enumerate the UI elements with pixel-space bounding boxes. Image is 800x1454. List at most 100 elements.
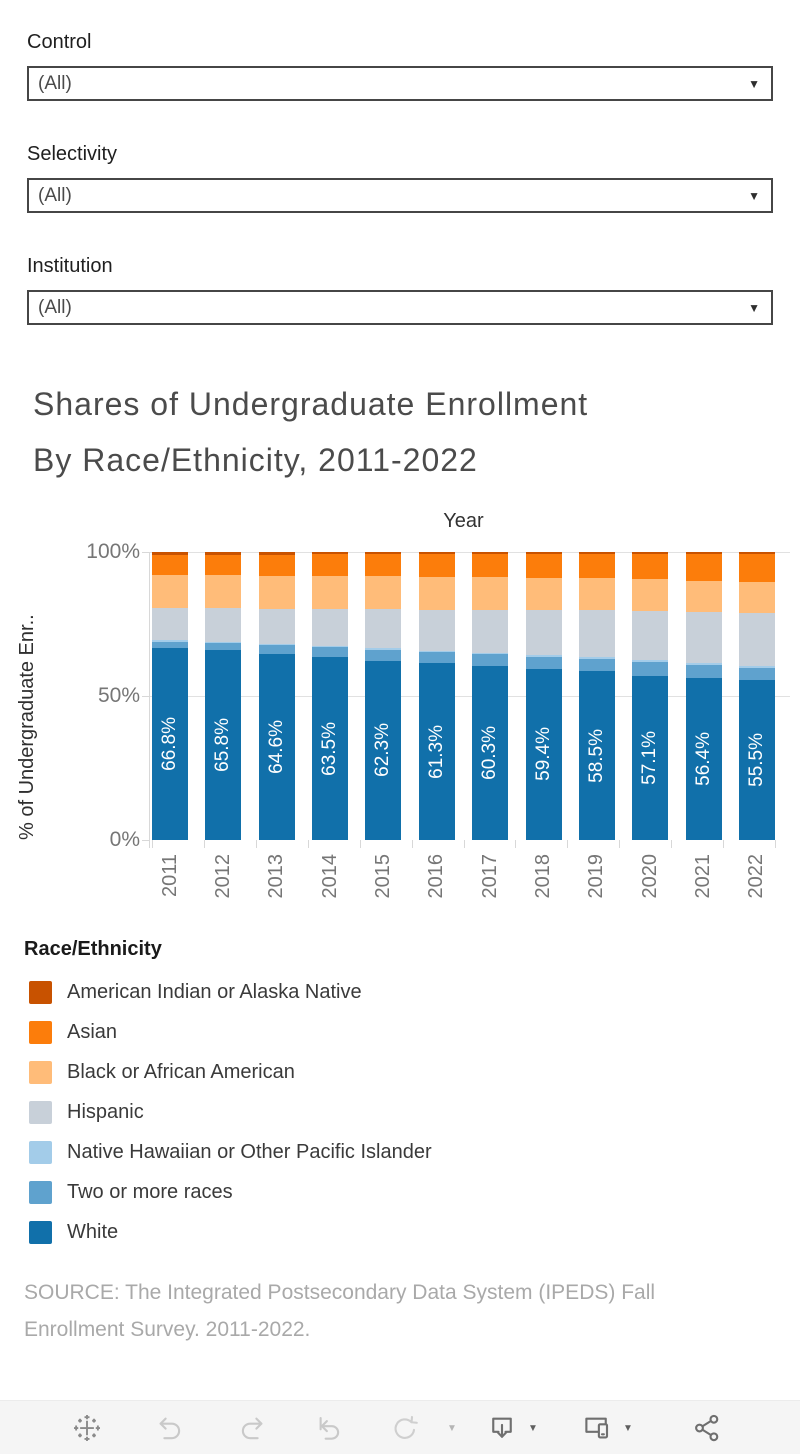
segment[interactable]: [258, 575, 295, 609]
segment[interactable]: [632, 661, 669, 676]
segment[interactable]: [472, 609, 509, 653]
segment[interactable]: [312, 575, 349, 609]
segment[interactable]: [365, 552, 402, 555]
segment[interactable]: [578, 578, 615, 611]
legend-item[interactable]: Hispanic: [24, 1101, 764, 1124]
segment[interactable]: [205, 552, 242, 555]
segment[interactable]: 59.4%: [525, 668, 562, 840]
bar-2016[interactable]: 61.3%: [418, 552, 455, 840]
segment[interactable]: 65.8%: [205, 650, 242, 840]
bar-2013[interactable]: 64.6%: [258, 552, 295, 840]
segment[interactable]: [738, 552, 775, 555]
segment[interactable]: [738, 581, 775, 613]
segment[interactable]: [685, 611, 722, 664]
segment[interactable]: 57.1%: [632, 675, 669, 840]
segment[interactable]: [525, 609, 562, 656]
segment[interactable]: [525, 655, 562, 657]
segment[interactable]: [312, 647, 349, 658]
control-filter-dropdown[interactable]: (All) ▼: [27, 66, 773, 101]
segment[interactable]: [418, 554, 455, 578]
segment[interactable]: [418, 650, 455, 653]
download-caret-icon[interactable]: ▼: [528, 1423, 538, 1434]
segment[interactable]: [312, 645, 349, 648]
segment[interactable]: [632, 554, 669, 580]
segment[interactable]: [738, 612, 775, 667]
segment[interactable]: [525, 554, 562, 578]
segment[interactable]: 56.4%: [685, 677, 722, 840]
segment[interactable]: [578, 554, 615, 579]
segment[interactable]: [258, 552, 295, 555]
bar-2011[interactable]: 66.8%: [152, 552, 188, 840]
replay-icon[interactable]: [315, 1413, 345, 1443]
segment[interactable]: [205, 608, 242, 642]
redo-icon[interactable]: [237, 1413, 267, 1443]
segment[interactable]: [258, 645, 295, 654]
segment[interactable]: [365, 609, 402, 649]
device-layouts-caret-icon[interactable]: ▼: [623, 1423, 633, 1434]
segment[interactable]: [365, 648, 402, 650]
download-icon[interactable]: [487, 1413, 517, 1443]
bar-2019[interactable]: 58.5%: [578, 552, 615, 840]
segment[interactable]: [685, 554, 722, 581]
segment[interactable]: [738, 666, 775, 668]
legend-item[interactable]: Two or more races: [24, 1181, 764, 1204]
segment[interactable]: 66.8%: [152, 647, 188, 840]
refresh-caret-icon[interactable]: ▼: [447, 1423, 457, 1434]
segment[interactable]: [418, 609, 455, 651]
segment[interactable]: 63.5%: [312, 657, 349, 840]
segment[interactable]: [365, 649, 402, 661]
bar-2021[interactable]: 56.4%: [685, 552, 722, 840]
segment[interactable]: [578, 657, 615, 659]
segment[interactable]: [418, 577, 455, 610]
segment[interactable]: [632, 552, 669, 555]
segment[interactable]: [738, 554, 775, 582]
segment[interactable]: [685, 663, 722, 665]
segment[interactable]: 55.5%: [738, 680, 775, 840]
segment[interactable]: [472, 652, 509, 655]
segment[interactable]: 58.5%: [578, 671, 615, 840]
bar-2017[interactable]: 60.3%: [472, 552, 509, 840]
institution-filter-dropdown[interactable]: (All) ▼: [27, 290, 773, 325]
segment[interactable]: [685, 580, 722, 612]
segment[interactable]: [205, 643, 242, 651]
segment[interactable]: [578, 658, 615, 672]
segment[interactable]: [525, 552, 562, 555]
legend-item[interactable]: Asian: [24, 1021, 764, 1044]
segment[interactable]: [632, 579, 669, 611]
segment[interactable]: [525, 577, 562, 610]
segment[interactable]: 60.3%: [472, 666, 509, 840]
segment[interactable]: [578, 552, 615, 555]
segment[interactable]: [152, 554, 188, 575]
selectivity-filter-dropdown[interactable]: (All) ▼: [27, 178, 773, 213]
device-layouts-icon[interactable]: [582, 1413, 612, 1443]
segment[interactable]: [472, 552, 509, 555]
segment[interactable]: [685, 552, 722, 555]
segment[interactable]: 62.3%: [365, 660, 402, 840]
bar-2020[interactable]: 57.1%: [632, 552, 669, 840]
segment[interactable]: [312, 554, 349, 576]
segment[interactable]: [632, 610, 669, 661]
refresh-icon[interactable]: [390, 1413, 420, 1443]
segment[interactable]: [418, 552, 455, 555]
bar-2014[interactable]: 63.5%: [312, 552, 349, 840]
segment[interactable]: [738, 667, 775, 681]
share-icon[interactable]: [692, 1413, 722, 1443]
bar-2015[interactable]: 62.3%: [365, 552, 402, 840]
segment[interactable]: [472, 554, 509, 578]
segment[interactable]: [205, 641, 242, 644]
segment[interactable]: [258, 643, 295, 646]
segment[interactable]: 61.3%: [418, 663, 455, 840]
segment[interactable]: [152, 608, 188, 641]
undo-icon[interactable]: [155, 1413, 185, 1443]
segment[interactable]: [152, 641, 188, 648]
segment[interactable]: [365, 554, 402, 577]
segment[interactable]: [258, 554, 295, 576]
segment[interactable]: [152, 552, 188, 555]
segment[interactable]: [472, 654, 509, 667]
legend-item[interactable]: Black or African American: [24, 1061, 764, 1084]
segment[interactable]: [525, 656, 562, 669]
segment[interactable]: [578, 610, 615, 658]
segment[interactable]: [152, 640, 188, 642]
segment[interactable]: [205, 554, 242, 576]
legend-item[interactable]: American Indian or Alaska Native: [24, 981, 764, 1004]
